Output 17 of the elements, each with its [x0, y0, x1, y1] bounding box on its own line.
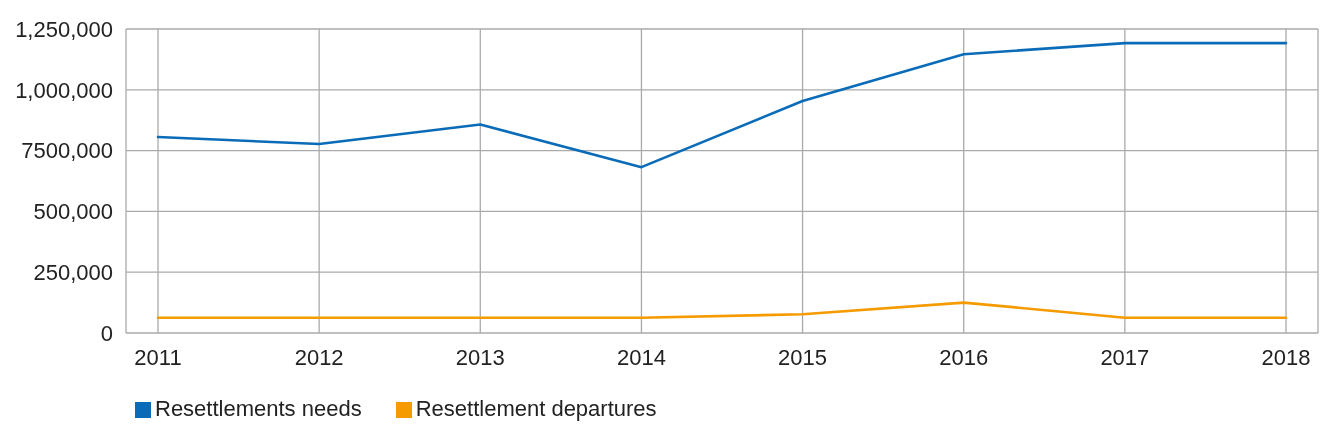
y-tick-label: 250,000 [33, 260, 113, 286]
x-tick-label: 2013 [455, 344, 505, 370]
x-tick-label: 2011 [134, 344, 182, 370]
x-tick-label: 2014 [616, 344, 666, 370]
legend-label: Resettlement departures [415, 396, 657, 421]
y-tick-label: 500,000 [33, 199, 113, 225]
x-tick-label: 2018 [1261, 344, 1311, 370]
y-tick-label: 0 [100, 320, 113, 346]
y-tick-label: 1,250,000 [15, 16, 113, 42]
x-tick-label: 2016 [939, 344, 989, 370]
y-tick-label: 7500,000 [21, 138, 113, 164]
legend-label: Resettlements needs [155, 396, 362, 421]
line-series [156, 41, 1288, 169]
x-tick-label: 2012 [294, 344, 344, 370]
x-tick-label: 2017 [1100, 344, 1150, 370]
y-tick-label: 1,000,000 [15, 77, 113, 103]
x-tick-label: 2015 [778, 344, 828, 370]
